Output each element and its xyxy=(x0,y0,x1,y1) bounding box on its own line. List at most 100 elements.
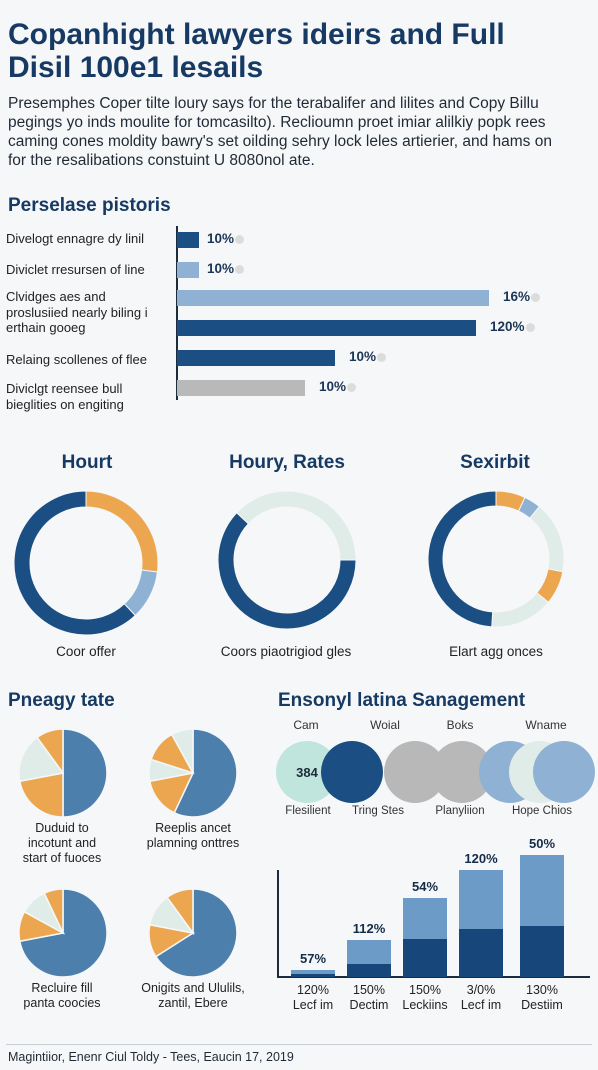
column-category-label: 150% Leckiins xyxy=(395,983,455,1013)
bar-category-line: Divelogt ennagre dy linil xyxy=(6,231,145,246)
bar-category-label: Clvidges aes and proslusiied nearly bilin… xyxy=(6,289,174,320)
column-category-line: Dectim xyxy=(349,998,389,1012)
pie-slice xyxy=(62,728,108,818)
bar-chart-title: Perselase pistoris xyxy=(8,195,171,216)
bar-value-label: 10% xyxy=(319,379,356,394)
footer-source: Magintiior, Enenr Ciul Toldy - Tees, Eau… xyxy=(8,1050,294,1064)
circle-top-label-3: Boks xyxy=(446,718,474,732)
venn-circle xyxy=(276,741,338,803)
pie-caption-2-line-1: Reeplis ancet xyxy=(155,821,231,835)
circle-top-label-1: Cam xyxy=(293,718,319,732)
column-category-line: 3/0% xyxy=(466,983,496,997)
column-category-label: 120% Lecf im xyxy=(283,983,343,1013)
column-value-label: 120% xyxy=(464,851,498,866)
column-category-line: 150% xyxy=(409,983,441,997)
bar-chart-axis xyxy=(176,226,178,400)
donut-chart-3 xyxy=(427,490,565,628)
footer-divider xyxy=(6,1044,592,1045)
intro-line-2: pegings yo inds moulite for tomcasilto).… xyxy=(8,114,546,131)
column-category-label: 150% Dectim xyxy=(339,983,399,1013)
donut-chart-1 xyxy=(13,490,159,636)
title-line-1: Copanhight lawyers ideirs and Full xyxy=(8,18,505,51)
donut-caption-1: Coor offer xyxy=(56,644,116,659)
circle-bottom-label-3: Planyliion xyxy=(435,805,485,817)
circle-top-label-2: Woial xyxy=(370,718,400,732)
column-value-label: 50% xyxy=(528,836,556,851)
title-line-2: Disil 100e1 lesails xyxy=(8,51,264,84)
donut-caption-2: Coors piaotrigiod gles xyxy=(220,644,352,659)
pie-slice xyxy=(154,888,238,978)
pie-slice xyxy=(235,490,357,561)
circle-bottom-label-2: Tring Stes xyxy=(352,805,404,817)
column-value-label: 57% xyxy=(299,951,327,966)
pie-caption-1-line-3: start of fuoces xyxy=(22,851,102,865)
column-category-line: 150% xyxy=(353,983,385,997)
bar-category-label: erthain gooeg xyxy=(6,320,174,336)
column-segment xyxy=(459,870,503,929)
bar-category-line: Relaing scollenes of flee xyxy=(6,352,147,367)
column-value-label: 54% xyxy=(411,879,439,894)
pie-slice xyxy=(18,736,65,783)
bar xyxy=(177,320,476,336)
pie-caption-1-line-2: incotunt and xyxy=(27,836,97,850)
pie-caption-3-line-2: panta coocies xyxy=(23,996,101,1010)
bar xyxy=(177,350,335,366)
bar-category-line: erthain gooeg xyxy=(6,320,86,335)
pie-slice xyxy=(170,728,194,774)
bar-category-label: Relaing scollenes of flee xyxy=(6,352,174,368)
column-segment xyxy=(347,940,391,964)
overlapping-circles: 384 xyxy=(276,741,595,803)
bar-category-line: Diviclet rresursen of line xyxy=(6,262,145,277)
management-section-title: Ensonyl latina Sanagement xyxy=(278,690,526,711)
pie-chart-4 xyxy=(148,888,238,978)
pie-caption-2: Reeplis ancet plamning onttres xyxy=(128,821,258,851)
page-title: Copanhight lawyers ideirs and Full Disil… xyxy=(8,18,588,84)
column-category-line: Lecf im xyxy=(460,998,502,1012)
circle-bottom-label-4: Hope Chios xyxy=(511,805,573,817)
column-segment xyxy=(403,939,447,977)
intro-line-4: for the resalibations constuint U 8080no… xyxy=(8,152,315,169)
column-category-label: 130% Destiim xyxy=(512,983,572,1013)
pie-caption-4-line-2: zantil, Ebere xyxy=(158,996,228,1010)
donut-caption-3: Elart agg onces xyxy=(449,644,543,659)
column-category-line: 120% xyxy=(297,983,329,997)
bar xyxy=(177,380,305,396)
pie-caption-3: Recluire fill panta coocies xyxy=(0,981,127,1011)
venn-circle xyxy=(431,741,493,803)
venn-circle xyxy=(384,741,446,803)
donut-title-1: Hourt xyxy=(61,452,113,473)
bar-value-label: 10% xyxy=(207,231,244,246)
circle-badge-value: 384 xyxy=(296,765,318,780)
column-category-line: Destiim xyxy=(521,998,563,1012)
pie-caption-4-line-1: Onigits and Ululils, xyxy=(141,981,245,995)
pie-chart-2 xyxy=(148,728,238,818)
bar-value-label: 10% xyxy=(207,261,244,276)
pie-caption-4: Onigits and Ululils, zantil, Ebere xyxy=(128,981,258,1011)
donut-title-3: Sexirbit xyxy=(460,452,530,473)
pie-slice xyxy=(173,728,238,818)
column-segment xyxy=(520,855,564,926)
pie-slice xyxy=(13,490,136,636)
pie-slice xyxy=(491,592,550,628)
bar-category-line: Diviclgt reensee bull xyxy=(6,381,123,396)
column-category-label: 3/0% Lecf im xyxy=(451,983,511,1013)
donut-title-2: Houry, Rates xyxy=(229,452,345,473)
intro-line-1: Presemphes Coper tilte loury says for th… xyxy=(8,95,539,112)
circle-top-label-4: Wname xyxy=(525,718,567,732)
bar-value-label: 16% xyxy=(503,289,540,304)
column-segment xyxy=(291,974,335,977)
pie-caption-2-line-2: plamning onttres xyxy=(146,836,240,850)
pie-slice xyxy=(18,772,64,818)
column-segment xyxy=(520,926,564,977)
bar xyxy=(177,262,199,278)
pie-slice xyxy=(43,888,64,934)
bar-category-label: Divelogt ennagre dy linil xyxy=(6,231,174,247)
intro-line-3: caming cones moldity bawry's set oilding… xyxy=(8,133,552,150)
bar-category-line: proslusiied nearly biling i xyxy=(6,304,148,320)
pie-section-title: Pneagy tate xyxy=(8,690,115,711)
column-value-label: 112% xyxy=(352,921,386,936)
bar-category-label: Diviclet rresursen of line xyxy=(6,262,174,278)
column-category-line: 130% xyxy=(526,983,558,997)
pie-caption-3-line-1: Recluire fill xyxy=(31,981,93,995)
bar-category-label: Diviclgt reensee bull bieglities on engit… xyxy=(6,381,174,412)
